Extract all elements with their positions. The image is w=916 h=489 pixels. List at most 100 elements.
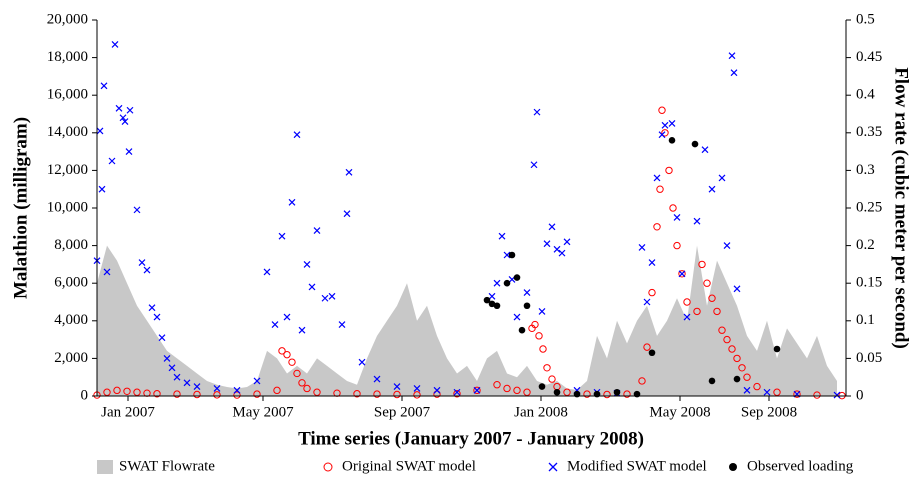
x-tick-label: Jan 2008: [514, 404, 568, 420]
point: [563, 388, 571, 396]
point: [693, 307, 701, 316]
point: [523, 289, 531, 297]
y2-tick-label: 0.25: [856, 199, 882, 215]
point: [763, 388, 771, 396]
point: [473, 386, 481, 395]
point: [278, 232, 286, 240]
x-tick-label: May 2008: [649, 404, 710, 420]
point: [743, 386, 751, 394]
legend-label: Modified SWAT model: [567, 458, 707, 474]
point: [488, 300, 496, 308]
point: [298, 379, 306, 387]
point: [293, 369, 301, 378]
point: [100, 82, 108, 90]
point: [278, 347, 286, 355]
legend-label: Observed loading: [747, 458, 854, 474]
point: [111, 41, 119, 48]
point: [308, 283, 316, 291]
point: [583, 390, 591, 398]
point: [691, 140, 699, 148]
point: [253, 390, 261, 398]
point: [508, 251, 516, 259]
point: [518, 326, 526, 334]
point: [253, 377, 261, 385]
point: [513, 386, 521, 395]
point: [498, 232, 506, 240]
x-tick-label: Jan 2007: [101, 404, 155, 420]
point: [813, 391, 821, 399]
point: [653, 174, 661, 182]
flow-area: [97, 245, 837, 396]
y2-axis-title: Flow rate (cubic meter per second): [891, 67, 912, 349]
point: [603, 390, 611, 399]
point: [143, 266, 151, 274]
y2-tick-label: 0.45: [856, 49, 882, 65]
point: [668, 119, 676, 127]
y2-tick-label: 0.2: [856, 237, 875, 253]
point: [733, 375, 741, 383]
point: [373, 390, 381, 398]
point: [173, 390, 181, 398]
point: [153, 390, 161, 398]
x-axis-title: Time series (January 2007 - January 2008…: [298, 428, 644, 449]
point: [413, 385, 421, 392]
point: [98, 185, 106, 193]
point: [273, 386, 281, 395]
point: [503, 384, 511, 393]
y-tick-label: 10,000: [47, 199, 88, 215]
point: [288, 198, 296, 206]
point: [493, 302, 501, 310]
point: [678, 270, 686, 278]
point: [730, 69, 738, 77]
point: [643, 343, 651, 351]
point: [683, 298, 691, 306]
x-tick-label: May 2007: [232, 404, 294, 420]
point: [728, 345, 736, 353]
point: [103, 268, 111, 276]
point: [653, 223, 661, 231]
point: [648, 349, 656, 357]
y-tick-label: 14,000: [47, 124, 88, 140]
point: [345, 168, 353, 176]
legend-item: Observed loading: [729, 458, 854, 474]
point: [533, 108, 541, 116]
point: [648, 259, 656, 266]
y2-tick-label: 0.05: [856, 350, 882, 366]
point: [718, 326, 726, 334]
legend-label: Original SWAT model: [342, 458, 476, 474]
point: [643, 298, 651, 306]
point: [728, 52, 736, 60]
point: [513, 274, 521, 281]
point: [173, 373, 181, 381]
y-tick-label: 2,000: [54, 350, 88, 366]
y2-tick-label: 0.4: [856, 87, 875, 103]
y-tick-label: 8,000: [54, 237, 88, 253]
point: [638, 244, 646, 251]
point: [125, 148, 133, 156]
point: [163, 354, 171, 362]
point: [638, 377, 646, 385]
y2-tick-label: 0.3: [856, 162, 875, 178]
point: [553, 245, 561, 253]
point: [283, 313, 291, 321]
point: [213, 391, 221, 399]
point: [303, 260, 311, 268]
point: [678, 270, 686, 278]
point: [733, 354, 741, 363]
point: [298, 326, 306, 334]
point: [488, 292, 496, 300]
y2-tick-label: 0.5: [856, 11, 875, 27]
point: [123, 387, 131, 395]
legend-swatch: [323, 462, 333, 472]
point: [113, 386, 121, 395]
plot-area: [93, 41, 846, 400]
point: [343, 210, 351, 218]
point: [718, 174, 726, 182]
point: [513, 313, 521, 321]
legend-item: SWAT Flowrate: [97, 458, 215, 474]
x-tick-label: Sep 2007: [374, 404, 431, 420]
point: [473, 386, 481, 394]
point: [548, 223, 556, 231]
point: [683, 313, 691, 321]
point: [661, 121, 669, 129]
